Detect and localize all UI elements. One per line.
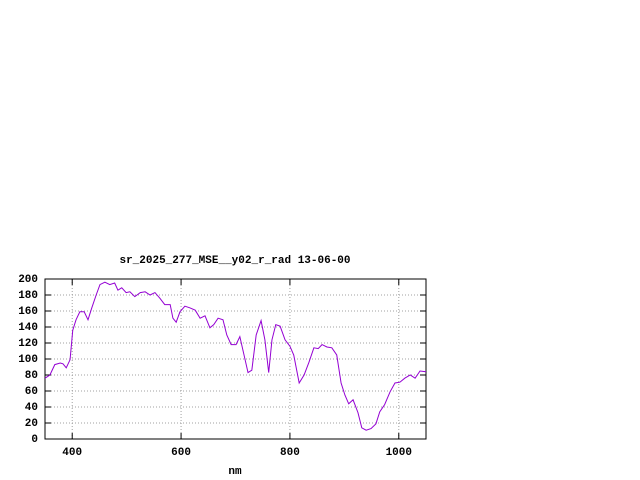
y-tick-label: 160 [18, 306, 38, 318]
y-tick-label: 180 [18, 290, 38, 302]
x-axis-label: nm [228, 466, 242, 478]
x-tick-label: 800 [280, 447, 300, 459]
chart-title: sr_2025_277_MSE__y02_r_rad 13-06-00 [119, 255, 350, 267]
plot-border [44, 278, 427, 440]
y-tick-label: 80 [25, 370, 38, 382]
y-tick-label: 200 [18, 274, 38, 286]
x-tick-label: 400 [62, 447, 82, 459]
y-tick-label: 140 [18, 322, 38, 334]
y-tick-label: 60 [25, 386, 38, 398]
data-line [44, 281, 427, 431]
x-tick-label: 1000 [386, 447, 412, 459]
y-tick-label: 100 [18, 354, 38, 366]
y-tick-label: 40 [25, 402, 38, 414]
y-tick-label: 20 [25, 418, 38, 430]
x-tick-label: 600 [171, 447, 191, 459]
y-tick-label: 120 [18, 338, 38, 350]
y-tick-label: 0 [31, 434, 38, 446]
